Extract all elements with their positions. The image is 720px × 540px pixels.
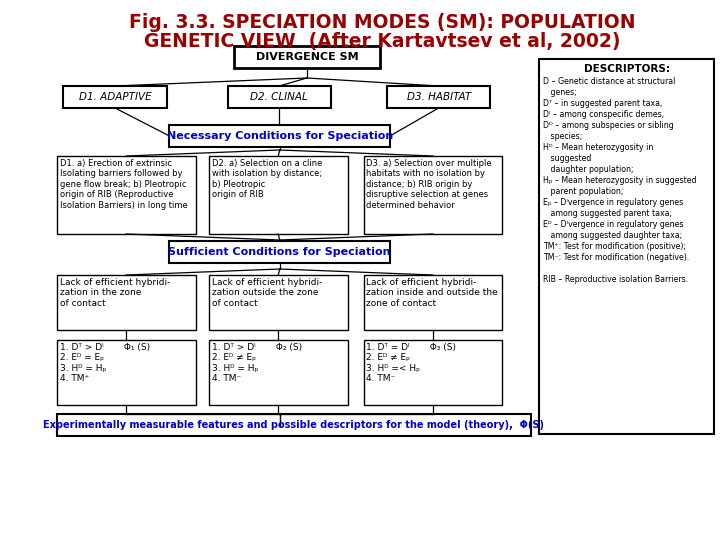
Text: Dᵀ – in suggested parent taxa,: Dᵀ – in suggested parent taxa, <box>543 99 662 108</box>
Text: genes;: genes; <box>543 88 577 97</box>
Text: DIVERGENCE SM: DIVERGENCE SM <box>256 52 358 62</box>
FancyBboxPatch shape <box>228 86 330 108</box>
Text: Hᴰ – Mean heterozygosity in: Hᴰ – Mean heterozygosity in <box>543 143 653 152</box>
Text: RIB – Reproductive isolation Barriers.: RIB – Reproductive isolation Barriers. <box>543 275 688 284</box>
Text: species;: species; <box>543 132 582 141</box>
FancyBboxPatch shape <box>209 340 348 405</box>
FancyBboxPatch shape <box>209 275 348 330</box>
Text: Lack of efficient hybridi-
zation in the zone
of contact: Lack of efficient hybridi- zation in the… <box>60 278 170 308</box>
Text: parent population;: parent population; <box>543 187 623 196</box>
FancyBboxPatch shape <box>364 340 503 405</box>
Text: 1. Dᵀ = Dᴵ       Φ₃ (S)
2. Eᴰ ≠ Eₚ
3. Hᴰ =< Hₚ
4. TM⁻: 1. Dᵀ = Dᴵ Φ₃ (S) 2. Eᴰ ≠ Eₚ 3. Hᴰ =< Hₚ… <box>366 343 456 383</box>
Text: Dᴵ – among conspecific demes,: Dᴵ – among conspecific demes, <box>543 110 664 119</box>
FancyBboxPatch shape <box>57 156 196 234</box>
Text: Necessary Conditions for Speciation: Necessary Conditions for Speciation <box>166 131 393 141</box>
Text: D1. ADAPTIVE: D1. ADAPTIVE <box>78 92 151 102</box>
Text: D2. a) Selection on a cline
with isolation by distance;
b) Pleotropic
origin of : D2. a) Selection on a cline with isolati… <box>212 159 322 199</box>
FancyBboxPatch shape <box>539 59 714 434</box>
Text: DESCRIPTORS:: DESCRIPTORS: <box>584 64 670 74</box>
Text: Lack of efficient hybridi-
zation outside the zone
of contact: Lack of efficient hybridi- zation outsid… <box>212 278 322 308</box>
Text: D1. a) Erection of extrinsic
Isolating barriers followed by
gene flow break; b) : D1. a) Erection of extrinsic Isolating b… <box>60 159 187 210</box>
Text: D3. HABITAT: D3. HABITAT <box>407 92 471 102</box>
Text: Eᴰ – Dᴵvergence in regulatory genes: Eᴰ – Dᴵvergence in regulatory genes <box>543 220 683 229</box>
Text: Dᴰ – among subspecies or sibling: Dᴰ – among subspecies or sibling <box>543 121 673 130</box>
Text: Experimentally measurable features and possible descriptors for the model (theor: Experimentally measurable features and p… <box>43 420 544 430</box>
Text: D3. a) Selection over multiple
habitats with no isolation by
distance; b) RIB or: D3. a) Selection over multiple habitats … <box>366 159 492 210</box>
Text: 1. Dᵀ > Dᴵ       Φ₁ (S)
2. Eᴰ = Eₚ
3. Hᴰ = Hₚ
4. TM⁺: 1. Dᵀ > Dᴵ Φ₁ (S) 2. Eᴰ = Eₚ 3. Hᴰ = Hₚ … <box>60 343 150 383</box>
FancyBboxPatch shape <box>209 156 348 234</box>
Text: TM⁻: Test for modification (negative).: TM⁻: Test for modification (negative). <box>543 253 689 262</box>
FancyBboxPatch shape <box>57 340 196 405</box>
Text: D – Genetic distance at structural: D – Genetic distance at structural <box>543 77 675 86</box>
Text: among suggested daughter taxa;: among suggested daughter taxa; <box>543 231 682 240</box>
FancyBboxPatch shape <box>57 414 531 436</box>
Text: Lack of efficient hybridi-
zation inside and outside the
zone of contact: Lack of efficient hybridi- zation inside… <box>366 278 498 308</box>
Text: GENETIC VIEW  (After Kartavtsev et al, 2002): GENETIC VIEW (After Kartavtsev et al, 20… <box>144 32 621 51</box>
Text: among suggested parent taxa;: among suggested parent taxa; <box>543 209 672 218</box>
Text: TM⁺: Test for modification (positive);: TM⁺: Test for modification (positive); <box>543 242 685 251</box>
Text: 1. Dᵀ > Dᴵ       Φ₂ (S)
2. Eᴰ ≠ Eₚ
3. Hᴰ = Hₚ
4. TM⁻: 1. Dᵀ > Dᴵ Φ₂ (S) 2. Eᴰ ≠ Eₚ 3. Hᴰ = Hₚ … <box>212 343 302 383</box>
Text: Sufficient Conditions for Speciation: Sufficient Conditions for Speciation <box>168 247 391 257</box>
FancyBboxPatch shape <box>364 156 503 234</box>
FancyBboxPatch shape <box>169 241 390 263</box>
FancyBboxPatch shape <box>57 275 196 330</box>
Text: Fig. 3.3. SPECIATION MODES (SM): POPULATION: Fig. 3.3. SPECIATION MODES (SM): POPULAT… <box>129 13 636 32</box>
FancyBboxPatch shape <box>387 86 490 108</box>
Text: Eₚ – Dᴵvergence in regulatory genes: Eₚ – Dᴵvergence in regulatory genes <box>543 198 683 207</box>
Text: D2. CLINAL: D2. CLINAL <box>251 92 308 102</box>
FancyBboxPatch shape <box>169 125 390 147</box>
FancyBboxPatch shape <box>234 46 379 68</box>
Text: daughter population;: daughter population; <box>543 165 634 174</box>
FancyBboxPatch shape <box>63 86 166 108</box>
FancyBboxPatch shape <box>364 275 503 330</box>
Text: suggested: suggested <box>543 154 591 163</box>
Text: Hₚ – Mean heterozygosity in suggested: Hₚ – Mean heterozygosity in suggested <box>543 176 696 185</box>
